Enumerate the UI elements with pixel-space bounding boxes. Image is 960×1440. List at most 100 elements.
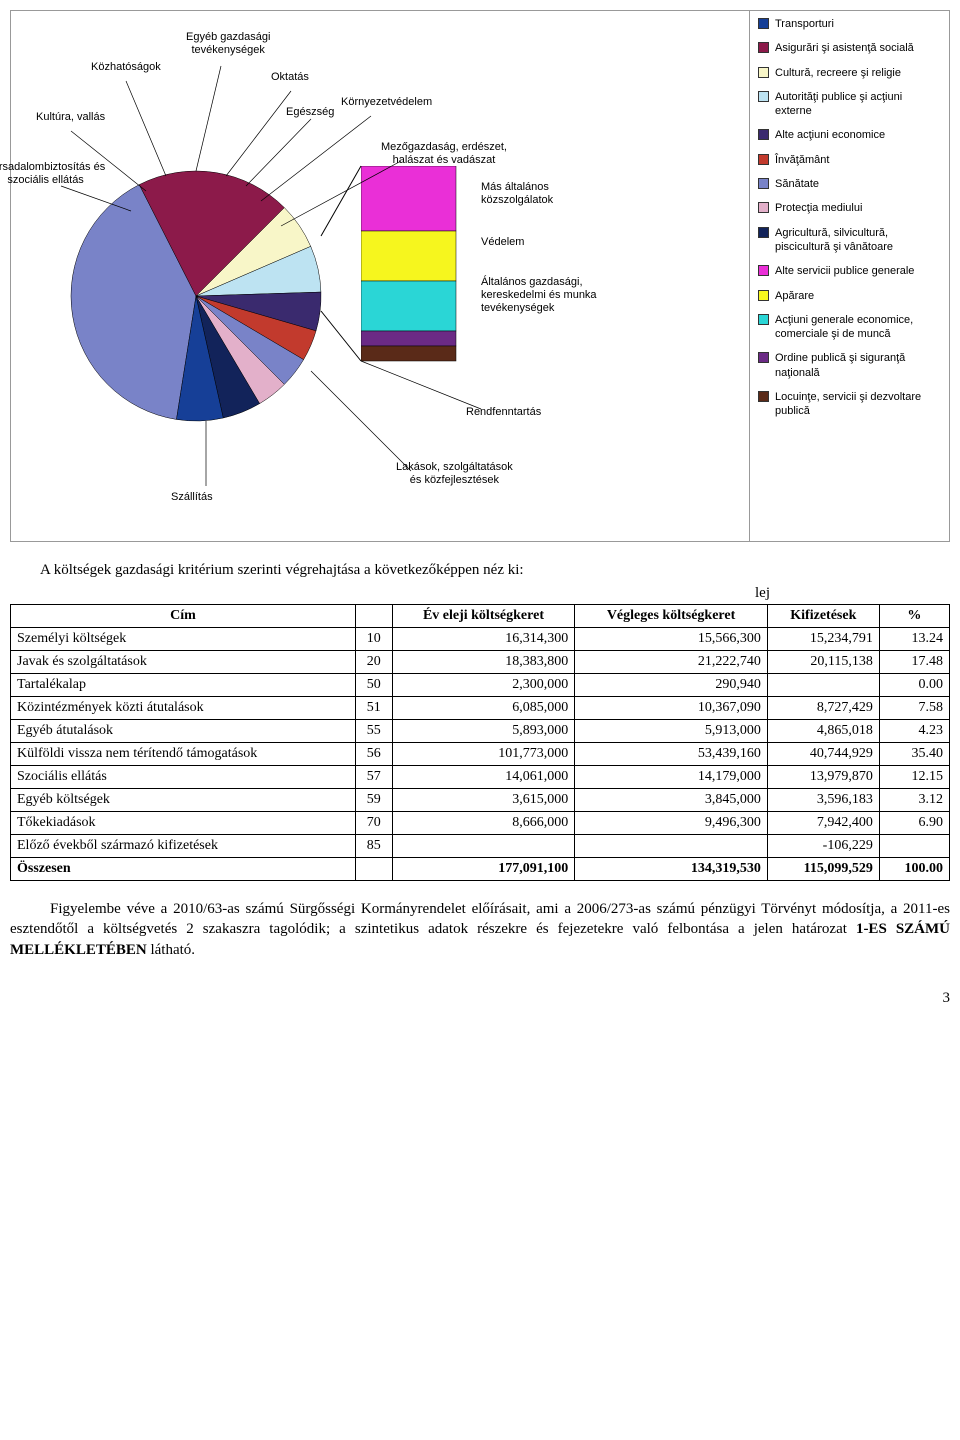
table-cell: 8,666,000 — [392, 812, 575, 835]
table-cell: Tartalékalap — [11, 674, 356, 697]
table-cell: 55 — [355, 720, 392, 743]
table-cell: 16,314,300 — [392, 628, 575, 651]
table-cell: 4.23 — [879, 720, 949, 743]
legend-item: Alte servicii publice generale — [758, 264, 941, 278]
table-cell: 8,727,429 — [767, 697, 879, 720]
table-row: Egyéb átutalások555,893,0005,913,0004,86… — [11, 720, 950, 743]
table-cell: 10,367,090 — [575, 697, 768, 720]
legend-item: Învăţământ — [758, 153, 941, 167]
table-cell: 3,845,000 — [575, 789, 768, 812]
table-cell: 53,439,160 — [575, 743, 768, 766]
chart-panel: Társadalombiztosítás ésszociális ellátás… — [10, 10, 950, 542]
table-cell: 0.00 — [879, 674, 949, 697]
table-cell: 6.90 — [879, 812, 949, 835]
table-cell: 13,979,870 — [767, 766, 879, 789]
pie-slice-label: Közhatóságok — [91, 61, 161, 74]
table-row: Szociális ellátás5714,061,00014,179,0001… — [11, 766, 950, 789]
legend-label: Ordine publică şi siguranţă naţională — [775, 351, 941, 380]
table-row: Egyéb költségek593,615,0003,845,0003,596… — [11, 789, 950, 812]
legend-item: Agricultură, silvicultură, piscicultură … — [758, 226, 941, 255]
table-cell: 57 — [355, 766, 392, 789]
table-header — [355, 605, 392, 628]
table-total-row: Összesen177,091,100134,319,530115,099,52… — [11, 858, 950, 881]
table-cell: 51 — [355, 697, 392, 720]
legend-item: Alte acţiuni economice — [758, 128, 941, 142]
pie-slice-label: Kultúra, vallás — [36, 111, 105, 124]
table-cell: Külföldi vissza nem térítendő támogatáso… — [11, 743, 356, 766]
table-cell: 40,744,929 — [767, 743, 879, 766]
pie-slice-label: Környezetvédelem — [341, 96, 432, 109]
table-cell: 70 — [355, 812, 392, 835]
table-cell: 3.12 — [879, 789, 949, 812]
legend-item: Ordine publică şi siguranţă naţională — [758, 351, 941, 380]
legend-label: Autorităţi publice şi acţiuni externe — [775, 90, 941, 119]
pie-slice-label: Egészség — [286, 106, 334, 119]
table-cell: 101,773,000 — [392, 743, 575, 766]
table-cell: 15,566,300 — [575, 628, 768, 651]
table-cell: 2,300,000 — [392, 674, 575, 697]
legend-swatch — [758, 91, 769, 102]
legend-label: Protecţia mediului — [775, 201, 862, 215]
table-cell: 50 — [355, 674, 392, 697]
table-cell: 59 — [355, 789, 392, 812]
table-cell: Javak és szolgáltatások — [11, 651, 356, 674]
pie-slice-label: Lakások, szolgáltatásokés közfejlesztése… — [396, 461, 513, 487]
table-cell: 56 — [355, 743, 392, 766]
table-cell: 3,596,183 — [767, 789, 879, 812]
bar-segment-label: Más általánosközszolgálatok — [481, 181, 553, 207]
table-row: Külföldi vissza nem térítendő támogatáso… — [11, 743, 950, 766]
table-cell — [355, 858, 392, 881]
table-header: Kifizetések — [767, 605, 879, 628]
legend-item: Asigurări şi asistenţă socială — [758, 41, 941, 55]
legend-label: Locuinţe, servicii şi dezvoltare publică — [775, 390, 941, 419]
pie-slice-label: Egyéb gazdaságitevékenységek — [186, 31, 270, 57]
table-header: Év eleji költségkeret — [392, 605, 575, 628]
pie-slice-label: Oktatás — [271, 71, 309, 84]
table-cell: 177,091,100 — [392, 858, 575, 881]
legend-swatch — [758, 18, 769, 29]
table-cell: Összesen — [11, 858, 356, 881]
table-cell: 20 — [355, 651, 392, 674]
legend-label: Asigurări şi asistenţă socială — [775, 41, 914, 55]
table-cell: Közintézmények közti átutalások — [11, 697, 356, 720]
legend-swatch — [758, 352, 769, 363]
table-row: Tőkekiadások708,666,0009,496,3007,942,40… — [11, 812, 950, 835]
table-cell: 18,383,800 — [392, 651, 575, 674]
legend-label: Alte acţiuni economice — [775, 128, 885, 142]
legend-swatch — [758, 67, 769, 78]
legend-swatch — [758, 227, 769, 238]
breakout-bar — [361, 166, 461, 369]
table-cell — [767, 674, 879, 697]
table-cell: 7.58 — [879, 697, 949, 720]
pie-slice-label: Rendfenntartás — [466, 406, 541, 419]
table-cell — [879, 835, 949, 858]
table-cell: Tőkekiadások — [11, 812, 356, 835]
legend-swatch — [758, 178, 769, 189]
table-cell: 100.00 — [879, 858, 949, 881]
table-cell: Személyi költségek — [11, 628, 356, 651]
table-row: Előző évekből származó kifizetések85-106… — [11, 835, 950, 858]
table-cell: 6,085,000 — [392, 697, 575, 720]
table-cell: 115,099,529 — [767, 858, 879, 881]
table-header: % — [879, 605, 949, 628]
bar-segment-label: Általános gazdasági,kereskedelmi és munk… — [481, 276, 597, 316]
table-cell: 35.40 — [879, 743, 949, 766]
legend-swatch — [758, 202, 769, 213]
legend-label: Agricultură, silvicultură, piscicultură … — [775, 226, 941, 255]
chart-canvas: Társadalombiztosítás ésszociális ellátás… — [11, 11, 749, 541]
table-cell — [575, 835, 768, 858]
legend-label: Acţiuni generale economice, comerciale ş… — [775, 313, 941, 342]
legend-swatch — [758, 314, 769, 325]
legend-label: Învăţământ — [775, 153, 829, 167]
table-cell: 20,115,138 — [767, 651, 879, 674]
legend-item: Cultură, recreere şi religie — [758, 66, 941, 80]
legend-item: Protecţia mediului — [758, 201, 941, 215]
table-cell: 290,940 — [575, 674, 768, 697]
bar-segment-label: Védelem — [481, 236, 524, 249]
table-cell: Szociális ellátás — [11, 766, 356, 789]
legend-swatch — [758, 290, 769, 301]
table-cell: 9,496,300 — [575, 812, 768, 835]
pie-slice-label: Szállítás — [171, 491, 213, 504]
table-cell: 4,865,018 — [767, 720, 879, 743]
table-header: Cím — [11, 605, 356, 628]
